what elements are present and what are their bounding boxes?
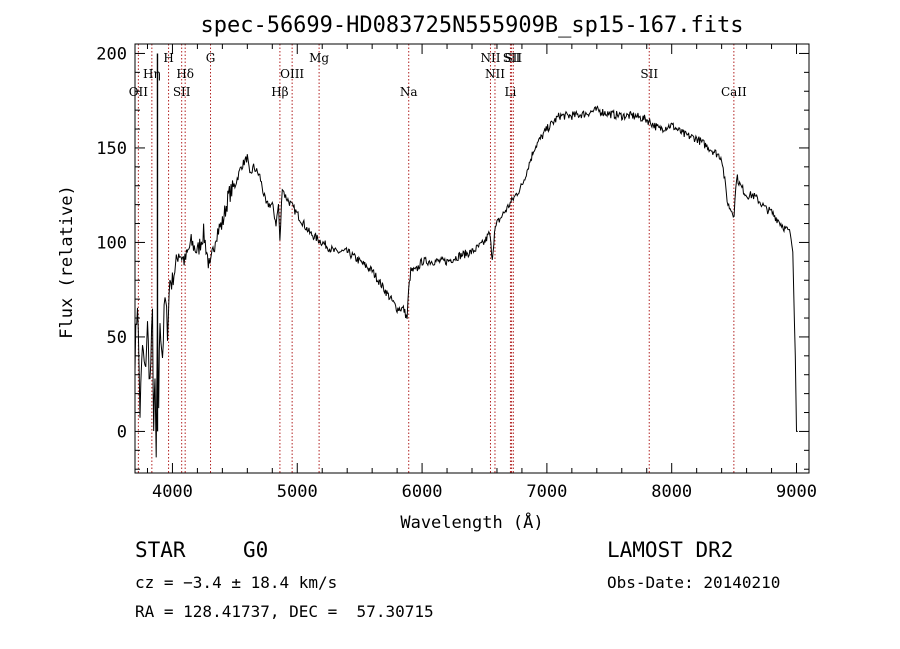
line-marker-label: Li bbox=[505, 85, 517, 99]
chart-title: spec-56699-HD083725N555909B_sp15-167.fit… bbox=[200, 13, 743, 38]
y-axis-label: Flux (relative) bbox=[57, 185, 77, 339]
y-tick-label: 100 bbox=[96, 233, 127, 253]
line-marker-label: NII bbox=[485, 67, 505, 81]
y-tick-label: 0 bbox=[117, 422, 127, 442]
y-tick-label: 50 bbox=[107, 328, 127, 348]
line-marker-label: CaII bbox=[721, 85, 747, 99]
line-marker-label: Na bbox=[400, 85, 418, 99]
x-tick-label: 6000 bbox=[402, 482, 443, 502]
spectrum-line bbox=[134, 105, 798, 458]
x-tick-label: 5000 bbox=[277, 482, 318, 502]
line-marker-label: Hδ bbox=[176, 67, 194, 81]
spectrum-series-layer bbox=[134, 53, 798, 458]
line-markers-layer: OIIHηHHδSIIGHβOIIIMgNaNIINIISIILiSIISIIC… bbox=[129, 44, 747, 473]
y-tick-label: 150 bbox=[96, 139, 127, 159]
x-tick-label: 9000 bbox=[776, 482, 817, 502]
x-axis-label: Wavelength (Å) bbox=[400, 511, 543, 533]
coordinates-label: RA = 128.41737, DEC = 57.30715 bbox=[135, 602, 434, 621]
line-marker-label: SII bbox=[173, 85, 191, 99]
x-axis-ticks: 4000 5000 6000 7000 8000 9000 bbox=[146, 44, 817, 502]
y-axis-ticks: 0 50 100 150 200 bbox=[96, 44, 809, 470]
line-marker-label: SII bbox=[503, 51, 521, 65]
redshift-label: cz = −3.4 ± 18.4 km/s bbox=[135, 573, 338, 592]
x-tick-label: 7000 bbox=[526, 482, 567, 502]
survey-label: LAMOST DR2 bbox=[607, 538, 734, 562]
plot-frame bbox=[134, 43, 810, 474]
line-marker-label: G bbox=[206, 51, 216, 65]
line-marker-label: H bbox=[163, 51, 173, 65]
class-label: STAR bbox=[135, 538, 186, 562]
subclass-label: G0 bbox=[243, 538, 269, 562]
x-tick-label: 8000 bbox=[651, 482, 692, 502]
line-marker-label: Hη bbox=[143, 67, 161, 81]
line-marker-label: Mg bbox=[309, 51, 329, 65]
line-marker-label: SII bbox=[504, 51, 522, 65]
line-marker-label: OII bbox=[129, 85, 149, 99]
y-tick-label: 200 bbox=[96, 44, 127, 64]
line-marker-label: Hβ bbox=[271, 85, 288, 99]
obs-date-label: Obs-Date: 20140210 bbox=[607, 573, 781, 592]
line-marker-label: OIII bbox=[280, 67, 304, 81]
line-marker-label: NII bbox=[480, 51, 500, 65]
x-tick-label: 4000 bbox=[152, 482, 193, 502]
line-marker-label: SII bbox=[640, 67, 658, 81]
